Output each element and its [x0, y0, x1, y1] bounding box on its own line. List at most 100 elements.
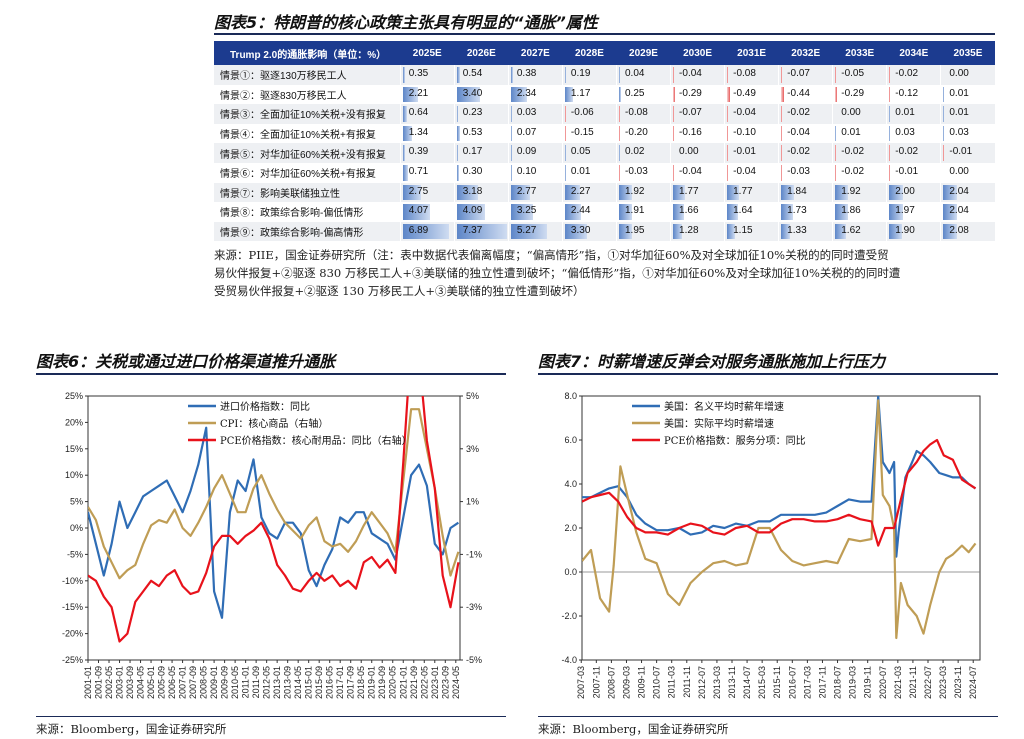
cell-value: 1.15: [733, 224, 753, 236]
value-cell: 1.92: [615, 182, 671, 203]
negative-bar: [781, 164, 783, 181]
table-row: 情景④：全面加征10%关税+有报复 1.34 0.53 0.07 -0.15 -0.20 -…: [214, 123, 995, 144]
value-cell: 0.17: [453, 143, 509, 163]
header-year: 2025E: [400, 41, 455, 65]
table-body: 情景①：驱逐130万移民工人 0.35 0.54 0.38 0.19 0.04 -0.04 -…: [214, 65, 995, 242]
cell-value: 0.00: [841, 107, 861, 119]
positive-bar: [402, 164, 408, 181]
x-tick-label: 2003-01: [115, 666, 125, 699]
value-cell: 2.04: [940, 202, 995, 222]
value-cell: 2.27: [561, 182, 617, 203]
fig6-title: 图表6：关税或通过进口价格渠道推升通胀: [36, 352, 336, 371]
cell-value: 0.71: [408, 165, 429, 177]
y-left-tick-label: 0%: [70, 523, 83, 533]
x-tick-label: 2008-07: [606, 666, 616, 699]
cell-value: 1.34: [408, 126, 429, 138]
x-tick-label: 2023-03: [938, 666, 948, 699]
y-tick-label: 8.0: [564, 391, 577, 401]
value-cell: -0.04: [724, 104, 779, 124]
value-cell: 1.77: [724, 182, 779, 203]
value-cell: 1.33: [778, 221, 833, 242]
cell-value: -0.44: [787, 87, 810, 99]
negative-bar: [835, 67, 837, 83]
positive-bar: [618, 86, 621, 103]
table-row: 情景⑦：影响美联储独立性 2.75 3.18 2.77 2.27 1.92 1.77 1.77…: [214, 182, 995, 203]
cell-value: -0.04: [733, 165, 756, 177]
x-tick-label: 2013-09: [283, 666, 293, 699]
cell-value: -0.20: [624, 126, 648, 138]
import-price-chart: 25% 20% 15% 10% 5% 0% -5% -10% -15% -20% -25% 5% 3% 1…: [62, 391, 482, 699]
legend-label: PCE价格指数：服务分项：同比: [664, 434, 806, 447]
x-tick-label: 2015-01: [304, 666, 314, 699]
header-year: 2035E: [940, 41, 995, 65]
header-year: 2026E: [454, 41, 509, 65]
value-cell: -0.29: [670, 84, 725, 105]
value-cell: 0.00: [670, 143, 725, 163]
scenario-label: 情景③：全面加征10%关税+没有报复: [214, 104, 401, 124]
cell-value: 4.09: [462, 205, 483, 217]
x-tick-label: 2009-01: [209, 666, 219, 699]
negative-bar: [781, 86, 785, 103]
x-tick-label: 2018-07: [833, 666, 843, 699]
negative-bar: [889, 86, 891, 103]
header-year: 2033E: [832, 41, 887, 65]
negative-bar: [943, 145, 945, 161]
cell-value: 0.19: [570, 68, 591, 79]
x-tick-label: 2021-01: [398, 666, 408, 699]
positive-bar: [510, 204, 533, 220]
cell-value: 0.17: [462, 146, 483, 158]
y-right-tick-label: -5%: [466, 655, 482, 665]
cell-value: -0.15: [570, 126, 594, 138]
cell-value: 3.30: [570, 224, 591, 236]
header-year: 2027E: [508, 41, 563, 65]
scenario-label: 情景⑧：政策综合影响-偏低情形: [220, 208, 364, 220]
positive-bar: [510, 67, 514, 83]
positive-bar: [673, 223, 682, 240]
cell-value: 1.28: [679, 224, 699, 236]
x-tick-label: 2023-01: [430, 666, 440, 699]
cell-value: -0.04: [733, 107, 756, 119]
positive-bar: [456, 106, 459, 122]
x-tick-label: 2015-03: [757, 666, 767, 699]
value-cell: -0.05: [832, 65, 887, 85]
value-cell: -0.02: [778, 104, 833, 124]
negative-bar: [727, 86, 731, 103]
x-tick-label: 2023-11: [953, 666, 963, 698]
positive-bar: [889, 184, 903, 201]
value-cell: 2.04: [940, 182, 995, 203]
value-cell: 1.90: [886, 221, 941, 242]
positive-bar: [673, 184, 686, 201]
value-cell: 0.03: [940, 123, 995, 144]
table-row: 情景⑨：政策综合影响-偏高情形 6.89 7.37 5.27 3.30 1.95 1.28 1…: [214, 221, 995, 242]
cell-value: 0.23: [462, 107, 483, 119]
cell-value: -0.05: [841, 68, 865, 79]
value-cell: 2.00: [886, 182, 941, 203]
x-tick-label: 2005-09: [157, 666, 167, 699]
x-tick-label: 2001-09: [94, 666, 104, 699]
positive-bar: [402, 223, 450, 240]
cell-value: 0.03: [516, 107, 537, 119]
value-cell: 6.89: [399, 221, 455, 242]
cell-value: -0.01: [895, 165, 919, 177]
positive-bar: [564, 67, 567, 83]
value-cell: 1.17: [561, 84, 617, 105]
cell-value: 0.53: [462, 126, 483, 138]
cell-value: 1.97: [895, 205, 915, 217]
cell-value: -0.07: [787, 68, 810, 79]
cell-value: 0.30: [462, 165, 483, 177]
value-cell: 0.03: [507, 104, 563, 124]
cell-value: 0.00: [679, 146, 699, 158]
negative-bar: [673, 125, 675, 142]
positive-bar: [564, 223, 588, 240]
positive-bar: [943, 106, 945, 122]
negative-bar: [781, 67, 783, 83]
x-tick-label: 2012-07: [697, 666, 707, 699]
value-cell: 0.64: [399, 104, 455, 124]
value-cell: -0.04: [778, 123, 833, 144]
legend-label: PCE价格指数：核心耐用品：同比（右轴）: [220, 434, 412, 447]
cell-value: -0.29: [841, 87, 865, 99]
y-left-tick-label: -10%: [62, 576, 83, 586]
positive-bar: [889, 106, 891, 122]
cell-value: 3.25: [516, 205, 537, 217]
cell-value: 2.77: [516, 185, 537, 197]
